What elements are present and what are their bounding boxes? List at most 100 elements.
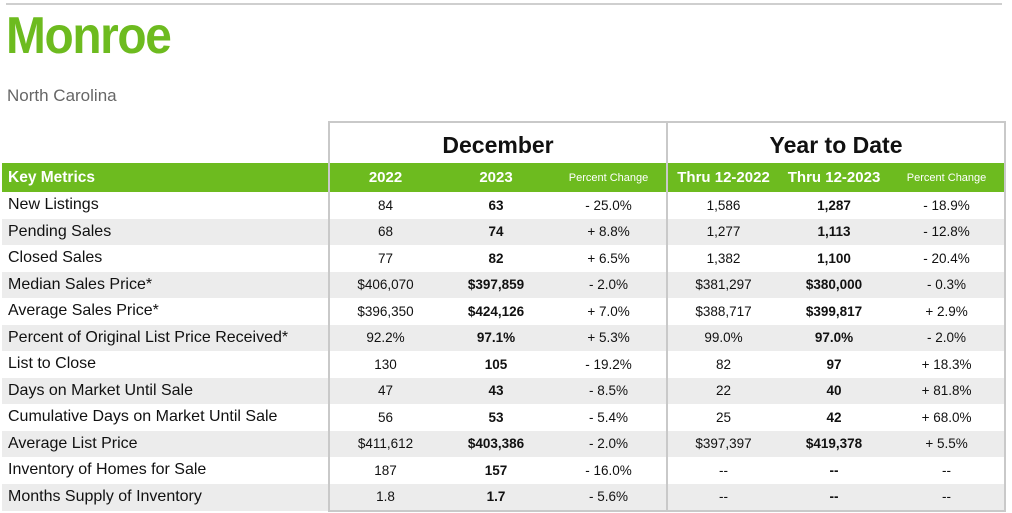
cell-month-2022: 84 [328,192,441,219]
table-row: Days on Market Until Sale 47 43- 8.5% 22 40 +… [2,377,1007,404]
cell-month-2023: 63 [488,197,504,213]
cell-metric-name: Closed Sales [8,249,103,267]
column-header-2023: 2023 [441,163,551,192]
cell-metric-name: Average List Price [2,430,329,457]
cell-month-2023: 105 [484,356,508,372]
cell-ytd-2022: 82 [666,351,780,378]
cell-ytd-2023: $380,000 [779,271,890,298]
cell-month-2022: 130 [328,351,441,378]
cell-ytd-2023: 97 [826,356,842,372]
table-row: Average List Price $411,612 $403,386- 2.0%… [2,430,1007,457]
cell-month-percent-change: - 2.0% [551,430,668,457]
cell-month-2023: 97.1% [441,324,551,351]
cell-metric-name: Months Supply of Inventory [2,483,329,511]
column-header-key-metrics: Key Metrics [2,163,329,192]
column-header-thru-12-2022: Thru 12-2022 [666,163,780,192]
cell-ytd-2022: 99.0% [666,324,780,351]
table-row: List to Close 130 105 - 19.2% 82 97 + 18.3% [2,351,1007,378]
cell-month-percent-change: - 19.2% [585,356,632,372]
cell-month-2023: $424,126 [467,303,525,319]
top-divider [6,3,1002,5]
column-header-thru-12-2023: Thru 12-2023 [779,163,890,192]
cell-month-2022: 92.2% [328,324,441,351]
cell-ytd-percent-change: + 68.0% [889,404,1007,431]
cell-ytd-2023: $419,378 [779,430,890,457]
cell-ytd-percent-change: -- [889,457,1007,484]
table-row: Cumulative Days on Market Until Sale 56 53… [2,404,1007,431]
cell-ytd-percent-change: + 18.3% [889,351,1007,378]
cell-month-percent-change: - 8.5% [551,377,668,404]
cell-ytd-2022: -- [666,483,780,512]
cell-ytd-2023: 1,100 [817,250,851,266]
table-row: Inventory of Homes for Sale 187 157 - 16.0%… [2,457,1007,484]
column-header-row: Key Metrics 2022 2023 Percent Change Thr… [2,163,1007,192]
page-subtitle: North Carolina [7,86,117,105]
cell-ytd-2023: -- [829,462,839,478]
cell-month-2023: 53 [488,409,504,425]
cell-month-2023: 157 [484,462,508,478]
cell-metric-name: Inventory of Homes for Sale [8,461,207,479]
cell-month-2023: 74 [441,218,551,245]
cell-ytd-percent-change: + 81.8% [889,377,1007,404]
cell-metric-name: Average Sales Price* [8,302,159,320]
cell-ytd-2023: $399,817 [805,303,863,319]
cell-metric-name: Median Sales Price* [2,271,329,298]
cell-month-2022: $411,612 [328,430,441,457]
cell-ytd-percent-change: - 2.0% [889,324,1007,351]
cell-month-2023: $403,386 [441,430,551,457]
cell-month-percent-change: - 2.0% [551,271,668,298]
cell-month-2022: 56 [328,404,441,431]
cell-metric-name: List to Close [8,355,97,373]
cell-ytd-2022: $397,397 [666,430,780,457]
cell-ytd-2023: 40 [779,377,890,404]
cell-metric-name: Days on Market Until Sale [2,377,329,404]
cell-month-percent-change: + 6.5% [587,250,630,266]
cell-month-2022: 1.8 [328,483,441,512]
page-title: Monroe [6,7,172,65]
group-header-ytd: Year to Date [666,121,1007,163]
table-row: Median Sales Price* $406,070 $397,859- 2.0… [2,271,1007,298]
column-header-percent-change-ytd: Percent Change [889,163,1007,192]
cell-ytd-2023: 1,287 [817,197,851,213]
cell-month-percent-change: + 7.0% [587,303,630,319]
cell-month-percent-change: - 5.6% [551,483,668,512]
key-metrics-table: December Year to Date Key Metrics 2022 2… [2,121,1007,512]
cell-ytd-2022: $388,717 [666,298,780,325]
cell-ytd-2022: 1,382 [666,245,780,272]
cell-month-percent-change: - 25.0% [585,197,632,213]
cell-ytd-2023: 42 [826,409,842,425]
column-header-2022: 2022 [328,163,441,192]
table-row: Average Sales Price* $396,350 $424,126 + 7.… [2,298,1007,325]
cell-ytd-percent-change: + 2.9% [889,298,1007,325]
cell-ytd-percent-change: - 0.3% [889,271,1007,298]
cell-ytd-2023: 97.0% [779,324,890,351]
cell-metric-name: Cumulative Days on Market Until Sale [8,408,278,426]
table-row: Pending Sales 68 74 + 8.8% 1,277 1,113- 12.8% [2,218,1007,245]
cell-month-percent-change: - 16.0% [585,462,632,478]
cell-ytd-2022: 1,586 [666,192,780,219]
cell-month-percent-change: - 5.4% [589,409,629,425]
cell-month-2023: 1.7 [441,483,551,512]
cell-month-2022: 77 [328,245,441,272]
cell-month-2022: $396,350 [328,298,441,325]
cell-month-2022: 47 [328,377,441,404]
cell-ytd-2022: $381,297 [666,271,780,298]
table-row: New Listings 84 63 - 25.0% 1,586 1,287 - 18.9% [2,192,1007,219]
cell-metric-name: New Listings [8,196,99,214]
column-header-percent-change-month: Percent Change [551,163,668,192]
cell-metric-name: Pending Sales [2,218,329,245]
cell-month-2022: $406,070 [328,271,441,298]
cell-month-percent-change: + 8.8% [551,218,668,245]
cell-ytd-2022: 25 [666,404,780,431]
cell-ytd-2022: -- [666,457,780,484]
cell-month-2023: 82 [488,250,504,266]
cell-month-2022: 68 [328,218,441,245]
cell-ytd-percent-change: - 20.4% [889,245,1007,272]
cell-ytd-percent-change: - 12.8% [889,218,1007,245]
group-header-month: December [327,121,668,163]
cell-ytd-percent-change: + 5.5% [889,430,1007,457]
cell-metric-name: Percent of Original List Price Received* [2,324,329,351]
cell-ytd-2022: 22 [666,377,780,404]
cell-ytd-2022: 1,277 [666,218,780,245]
table-row: Closed Sales 77 82 + 6.5% 1,382 1,100 - 20.4% [2,245,1007,272]
